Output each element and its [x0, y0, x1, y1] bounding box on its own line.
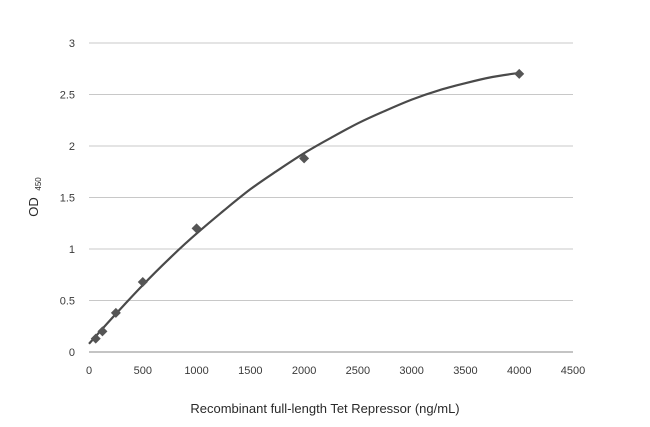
y-tick-label: 0	[69, 347, 75, 359]
trendline	[88, 71, 520, 345]
data-point	[137, 276, 148, 287]
data-points	[90, 68, 525, 344]
data-point	[191, 223, 202, 234]
data-point	[514, 68, 525, 79]
x-tick-label: 1500	[238, 365, 262, 377]
data-point	[97, 326, 108, 337]
x-tick-labels: 0 500 1000 1500 2000 2500 3000 3500 4000 4500	[86, 365, 585, 377]
y-tick-label: 2.5	[60, 90, 75, 102]
y-axis-title: OD 450	[26, 177, 43, 217]
x-tick-label: 1000	[184, 365, 208, 377]
grid-lines	[89, 42, 573, 353]
x-tick-label: 2000	[292, 365, 316, 377]
data-point	[299, 153, 310, 164]
x-tick-label: 4500	[561, 365, 585, 377]
x-tick-label: 4000	[507, 365, 531, 377]
y-tick-label: 3	[69, 38, 75, 50]
x-tick-label: 500	[134, 365, 152, 377]
data-point	[90, 333, 101, 344]
y-axis-title-subscript: 450	[34, 177, 43, 191]
x-tick-label: 3500	[453, 365, 477, 377]
y-tick-labels: 0 0.5 1 1.5 2 2.5 3	[60, 38, 75, 359]
y-tick-label: 0.5	[60, 296, 75, 308]
y-axis-title-main: OD	[26, 197, 41, 217]
x-tick-label: 3000	[399, 365, 423, 377]
x-tick-label: 0	[86, 365, 92, 377]
y-tick-label: 1.5	[60, 193, 75, 205]
y-tick-label: 2	[69, 141, 75, 153]
x-tick-label: 2500	[346, 365, 370, 377]
y-tick-label: 1	[69, 244, 75, 256]
data-point	[110, 307, 121, 318]
x-axis-title: Recombinant full-length Tet Repressor (n…	[190, 401, 459, 416]
